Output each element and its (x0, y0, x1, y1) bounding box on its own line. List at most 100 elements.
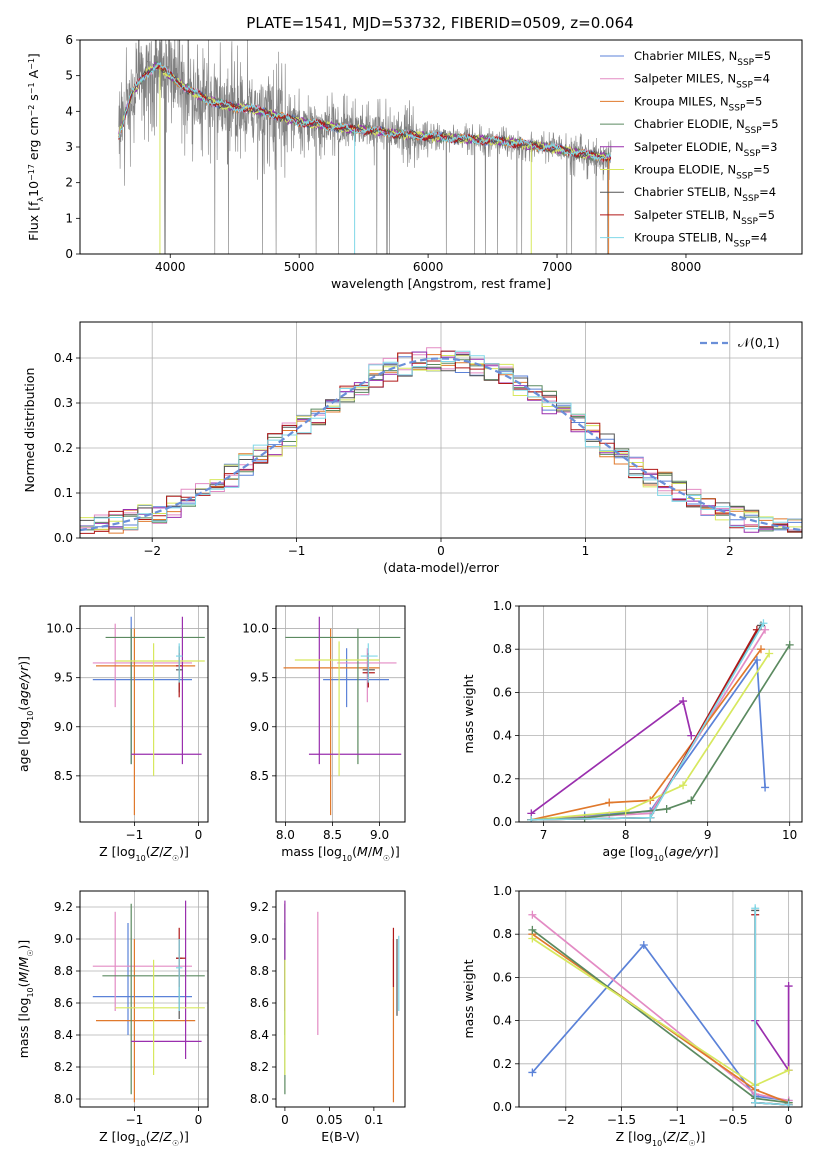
model-spectrum (118, 61, 612, 162)
plot-area-mass_weight_vs_age (527, 619, 794, 822)
y-tick-label: 9.0 (250, 932, 269, 946)
x-tick-label: 10 (782, 828, 797, 842)
x-tick-label: 7 (540, 828, 548, 842)
point-marker (784, 1100, 793, 1107)
axes-residuals: −2 −1 0 1 2 0.0 0.1 0.2 0.3 0.4 𝒩(0,1) (data-model)… (22, 321, 803, 575)
point-marker (639, 941, 648, 949)
x-tick-label: 8000 (671, 260, 702, 274)
y-tick-label: 9.0 (54, 932, 73, 946)
y-axis-label: Flux [fλ10−17 erg cm−2 s−1 A−1] (26, 53, 45, 241)
x-tick-label: 9.0 (370, 828, 389, 842)
axes-frame (79, 890, 209, 1108)
point-marker (679, 781, 688, 790)
axes-frame (518, 605, 803, 823)
point-marker (759, 619, 768, 628)
point-marker (761, 625, 770, 634)
x-axis-label: Z [log10(Z/Z☉)] (99, 1129, 189, 1148)
x-tick-label: 8.0 (276, 828, 295, 842)
y-tick-label: 8.8 (54, 964, 73, 978)
plot-area-mass_vs_ebv (284, 900, 400, 1103)
x-tick-label: 5000 (284, 260, 315, 274)
y-axis-label: Normed distribution (22, 368, 37, 493)
x-axis-label: (data-model)/error (383, 560, 500, 575)
y-tick-label: 0.4 (493, 1014, 512, 1028)
x-tick-label: 0.05 (316, 1113, 343, 1127)
legend-label: Chabrier MILES, NSSP=5 (634, 49, 771, 68)
figure-title: PLATE=1541, MJD=53732, FIBERID=0509, z=0… (246, 14, 633, 32)
y-tick-label: 9.5 (54, 671, 73, 685)
axes-frame (518, 890, 803, 1108)
y-tick-label: 0.6 (493, 685, 512, 699)
point-marker (662, 805, 671, 814)
y-tick-label: 1.0 (493, 884, 512, 898)
point-marker (687, 796, 696, 805)
x-tick-label: 8.5 (323, 828, 342, 842)
y-tick-label: 1 (65, 211, 73, 225)
plot-area-mass_weight_vs_Z (528, 904, 793, 1107)
axes-frame (79, 605, 209, 823)
point-marker (784, 982, 793, 991)
y-tick-label: 10.0 (46, 622, 73, 636)
x-tick-label: 0 (195, 828, 203, 842)
y-tick-label: 8.0 (54, 1092, 73, 1106)
x-axis-label: E(B-V) (321, 1129, 360, 1144)
y-tick-label: 8.5 (54, 769, 73, 783)
x-axis-label: age [log10(age/yr)] (602, 844, 718, 863)
y-tick-label: 0.8 (493, 927, 512, 941)
y-tick-label: 8.8 (250, 964, 269, 978)
x-tick-label: 1 (582, 544, 590, 558)
x-axis-label: wavelength [Angstrom, rest frame] (331, 276, 551, 291)
legend-label: 𝒩(0,1) (738, 335, 780, 350)
point-marker (528, 910, 537, 919)
y-axis-label: mass [log10(M/M☉)] (16, 940, 35, 1059)
y-tick-label: 9.2 (54, 900, 73, 914)
axes-mass_weight_vs_age: 7 8 9 10 0.0 0.2 0.4 0.6 0.8 1.0 age [log10(age/yr… (461, 599, 803, 863)
mass-weight-line (531, 653, 770, 821)
y-tick-label: 0 (65, 247, 73, 261)
axes-frame (275, 605, 406, 823)
point-marker (785, 640, 794, 649)
point-marker (751, 904, 760, 913)
legend-label: Chabrier STELIB, NSSP=4 (634, 185, 776, 204)
y-tick-label: 8.5 (250, 769, 269, 783)
x-tick-label: 9 (704, 828, 712, 842)
y-tick-label: 0.0 (493, 815, 512, 829)
histogram-step (80, 350, 802, 530)
y-tick-label: 0.0 (493, 1100, 512, 1114)
point-marker (765, 649, 774, 658)
x-tick-label: 8 (622, 828, 630, 842)
mass-weight-line (531, 648, 762, 821)
point-marker (687, 731, 696, 740)
y-tick-label: 0.0 (54, 531, 73, 545)
plot-area-residuals (80, 347, 802, 534)
legend-label: Kroupa MILES, NSSP=5 (634, 94, 762, 113)
x-tick-label: 7000 (542, 260, 573, 274)
y-tick-label: 0.2 (493, 1057, 512, 1071)
axes-mass_vs_ebv: 0 0.05 0.1 8.0 8.2 8.4 8.6 8.8 9.0 9.2 E(B-V) (250, 890, 406, 1144)
x-tick-label: 0.1 (364, 1113, 383, 1127)
x-tick-label: −1.5 (607, 1113, 636, 1127)
y-tick-label: 2 (65, 176, 73, 190)
point-marker (621, 807, 630, 816)
y-tick-label: 5 (65, 69, 73, 83)
x-tick-label: 0 (281, 1113, 289, 1127)
x-tick-label: 2 (726, 544, 734, 558)
y-tick-label: 8.6 (54, 996, 73, 1010)
legend-label: Salpeter STELIB, NSSP=5 (634, 208, 775, 227)
legend-label: Kroupa ELODIE, NSSP=5 (634, 163, 770, 182)
axes-age_vs_mass: 8.0 8.5 9.0 8.5 9.0 9.5 10.0 mass [log10(M/M☉)] (242, 605, 406, 863)
y-tick-label: 8.2 (54, 1060, 73, 1074)
point-marker (528, 925, 537, 934)
x-axis-label: Z [log10(Z/Z☉)] (616, 1129, 706, 1148)
axes-mass_weight_vs_Z: −2 −1.5 −1 −0.5 0 0.0 0.2 0.4 0.6 0.8 1.0 Z [log10(… (461, 884, 803, 1148)
y-tick-label: 8.6 (250, 996, 269, 1010)
y-tick-label: 8.4 (250, 1028, 269, 1042)
plot-area-spectrum (118, 40, 612, 254)
point-marker (527, 815, 536, 822)
histogram-step (80, 354, 802, 532)
y-tick-label: 6 (65, 33, 73, 47)
point-marker (761, 783, 770, 792)
y-tick-label: 9.2 (250, 900, 269, 914)
y-tick-label: 0.6 (493, 970, 512, 984)
